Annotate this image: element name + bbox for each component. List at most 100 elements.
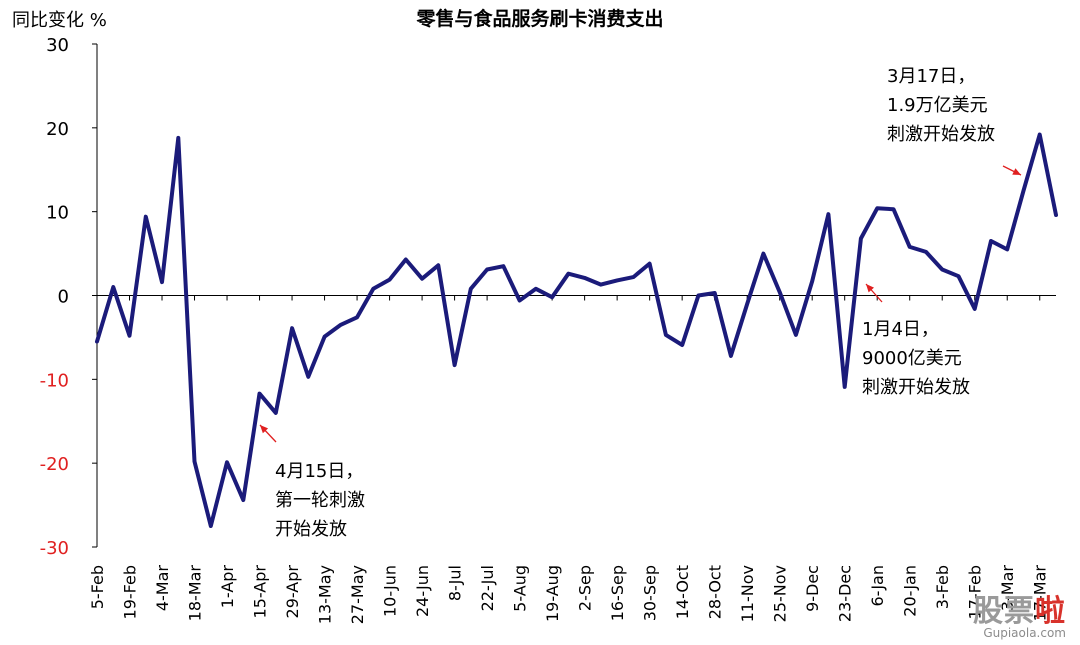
x-tick-label: 25-Nov [771, 565, 790, 622]
x-tick-label: 1-Apr [218, 565, 237, 609]
x-tick-label: 22-Jul [478, 565, 497, 611]
data-point [128, 334, 132, 338]
data-point [761, 252, 765, 256]
x-axis-ticks: 5-Feb 19-Feb 4-Mar 18-Mar 1-Apr 15-Apr 29-Apr 1… [88, 295, 1050, 624]
annotation-line: 刺激开始发放 [862, 377, 970, 398]
data-point [95, 340, 99, 344]
x-tick-label: 17-Mar [1031, 565, 1050, 622]
data-point [631, 275, 635, 279]
data-point [436, 263, 440, 267]
x-tick-label: 23-Dec [836, 565, 855, 622]
data-point [176, 136, 180, 140]
data-point [940, 268, 944, 272]
data-point [290, 326, 294, 330]
annotation-line: 1月4日， [862, 319, 939, 340]
y-tick-label: -30 [40, 538, 69, 559]
data-point [323, 335, 327, 339]
data-point [696, 294, 700, 297]
x-tick-label: 11-Nov [738, 565, 757, 622]
data-point [859, 236, 863, 240]
x-tick-label: 14-Oct [673, 565, 692, 619]
annotation-arrows [259, 165, 1022, 443]
x-tick-label: 8-Jul [446, 565, 465, 601]
x-tick-label: 30-Sep [641, 565, 660, 621]
data-point [875, 206, 879, 210]
x-tick-label: 13-May [316, 565, 335, 624]
x-tick-label: 19-Feb [121, 565, 140, 619]
data-point [420, 277, 424, 281]
annotation-jan4: 1月4日， 9000亿美元 刺激开始发放 [862, 315, 970, 402]
x-tick-label: 4-Mar [153, 565, 172, 612]
x-tick-label: 5-Feb [88, 565, 107, 609]
data-point [209, 524, 213, 528]
data-point [648, 262, 652, 266]
watermark-url: Gupiaola.com [983, 626, 1066, 640]
annotation-apr15: 4月15日， 第一轮刺激 开始发放 [275, 457, 365, 544]
annotation-line: 第一轮刺激 [275, 490, 365, 511]
data-point [534, 287, 538, 291]
data-point [729, 354, 733, 358]
data-point [583, 276, 587, 280]
annotation-arrowhead [1012, 168, 1021, 175]
y-axis-ticks: 30 20 10 0 -10 -20 -30 [40, 35, 97, 559]
annotation-line: 开始发放 [275, 519, 347, 540]
data-point [339, 323, 343, 327]
x-tick-label: 27-May [348, 565, 367, 624]
annotation-line: 9000亿美元 [862, 348, 962, 369]
y-tick-label: 30 [46, 35, 69, 56]
data-point [924, 250, 928, 254]
data-point [908, 245, 912, 249]
x-tick-label: 29-Apr [283, 565, 302, 619]
data-point [1021, 189, 1025, 193]
x-tick-label: 16-Sep [608, 565, 627, 621]
data-point [160, 280, 164, 284]
data-point [258, 392, 262, 396]
x-tick-label: 3-Mar [998, 565, 1017, 612]
y-tick-label: -10 [40, 370, 69, 391]
data-point [371, 287, 375, 291]
y-tick-label: 10 [46, 203, 69, 224]
annotation-line: 刺激开始发放 [887, 124, 995, 145]
x-tick-label: 19-Aug [543, 565, 562, 622]
annotation-line: 4月15日， [275, 461, 364, 482]
data-point [956, 274, 960, 278]
x-tick-label: 9-Dec [803, 565, 822, 612]
data-point [404, 257, 408, 261]
data-point [225, 460, 229, 464]
x-tick-label: 17-Feb [966, 565, 985, 619]
data-point [501, 264, 505, 268]
data-point [355, 315, 359, 319]
x-tick-label: 15-Apr [251, 565, 270, 619]
annotation-line: 1.9万亿美元 [887, 95, 988, 116]
data-point [680, 343, 684, 347]
data-point [388, 278, 392, 282]
data-point [274, 411, 278, 415]
data-point [518, 299, 522, 303]
x-tick-label: 6-Jan [868, 565, 887, 607]
data-point [794, 333, 798, 337]
series-line [95, 132, 1058, 528]
data-point [1038, 133, 1042, 137]
data-point [989, 239, 993, 243]
data-point [111, 285, 115, 289]
data-point [566, 272, 570, 276]
y-tick-label: 0 [58, 287, 69, 308]
x-tick-label: 2-Sep [576, 565, 595, 611]
annotation-mar17: 3月17日， 1.9万亿美元 刺激开始发放 [887, 62, 995, 149]
data-point [810, 279, 814, 283]
data-point [615, 278, 619, 282]
data-point [745, 302, 749, 306]
data-point [453, 363, 457, 367]
x-tick-label: 10-Jun [381, 565, 400, 617]
watermark: 股票啦 Gupiaola.com [973, 586, 1066, 640]
x-tick-label: 28-Oct [706, 565, 725, 619]
data-point [306, 375, 310, 379]
x-tick-label: 5-Aug [511, 565, 530, 612]
data-point [826, 212, 830, 216]
data-point [599, 283, 603, 287]
series-layer [95, 132, 1058, 528]
x-tick-label: 18-Mar [186, 565, 205, 622]
data-point [713, 291, 717, 295]
annotation-line: 3月17日， [887, 66, 976, 87]
y-tick-label: -20 [40, 454, 69, 475]
